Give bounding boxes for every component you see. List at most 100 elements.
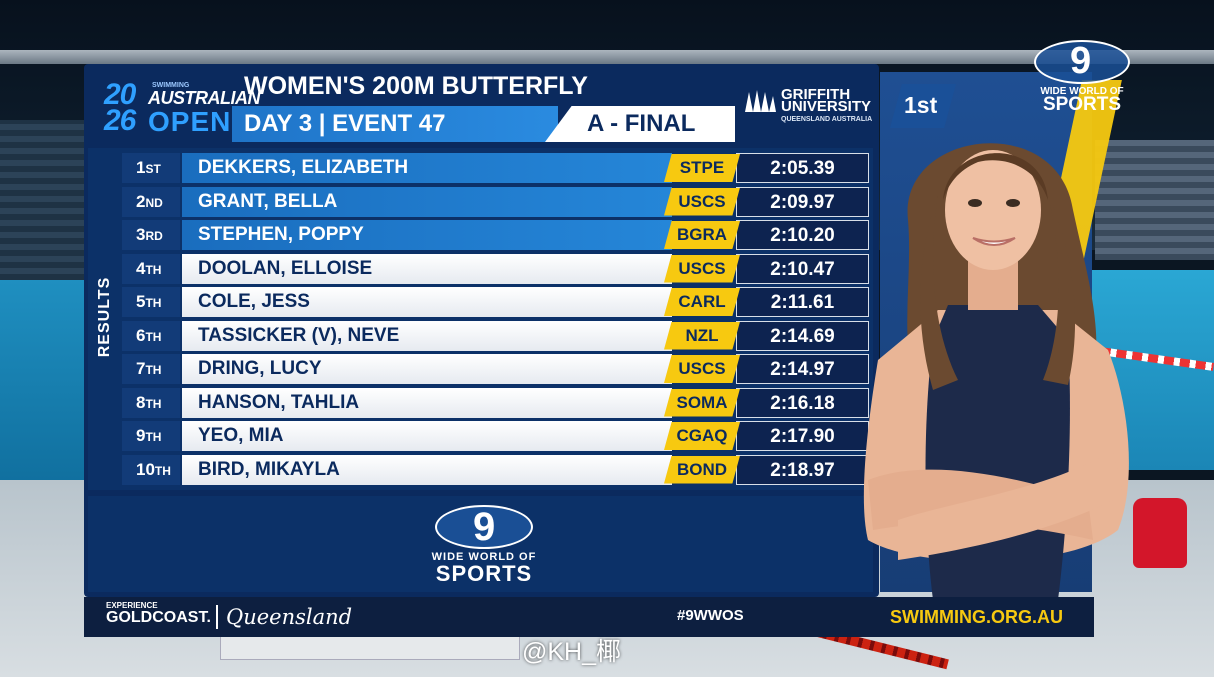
goldcoast-logo: GOLDCOAST. [106, 609, 211, 626]
swimmer-name: DRING, LUCY [182, 354, 672, 384]
result-row: 7TH DRING, LUCY 2:14.97 USCS [122, 354, 869, 384]
australian-open-logo: 20 26 SWIMMING AUSTRALIAN OPEN [92, 70, 261, 144]
position-number: 4 [136, 258, 146, 278]
race-time: 2:11.61 [736, 287, 869, 317]
race-time: 2:17.90 [736, 421, 869, 451]
position-number: 6 [136, 325, 146, 345]
result-row: 9TH YEO, MIA 2:17.90 CGAQ [122, 421, 869, 451]
event-title-bar: WOMEN'S 200M BUTTERFLY [232, 68, 732, 106]
sponsor-line2: UNIVERSITY [781, 98, 872, 115]
result-position: 4TH [122, 253, 180, 284]
position-suffix: TH [145, 262, 162, 277]
club-code: SOMA [664, 388, 740, 417]
result-row: 8TH HANSON, TAHLIA 2:16.18 SOMA [122, 387, 869, 418]
race-time: 2:10.47 [736, 253, 869, 284]
position-suffix: TH [145, 296, 162, 310]
race-time: 2:14.69 [736, 320, 869, 351]
result-position: 6TH [122, 320, 180, 351]
position-suffix: ND [145, 195, 163, 210]
result-row: 3RD STEPHEN, POPPY 2:10.20 BGRA [122, 220, 869, 250]
queensland-logo: Queensland [226, 605, 353, 629]
result-position: 7TH [122, 354, 180, 384]
nine-numeral: 9 [473, 505, 496, 549]
nine-globe-icon: 9 [435, 505, 533, 549]
results-side-label: RESULTS [92, 148, 118, 486]
swimmer-name: TASSICKER (V), NEVE [182, 320, 672, 351]
swimmer-name: YEO, MIA [182, 421, 672, 451]
logo-small-text: SWIMMING [152, 82, 190, 89]
club-code: CARL [664, 288, 740, 316]
race-time: 2:14.97 [736, 354, 869, 384]
logo-year-bottom: 26 [104, 104, 136, 137]
club-code: NZL [664, 321, 740, 350]
hashtag: #9WWOS [677, 607, 744, 624]
final-label-box: A - FINAL [545, 106, 735, 142]
corner-wwos-line1: WIDE WORLD OF [1040, 86, 1124, 97]
griffith-emblem-icon [745, 90, 776, 112]
final-label: A - FINAL [587, 110, 696, 137]
wwos-logo: 9 WIDE WORLD OF SPORTS [425, 505, 543, 586]
sponsor-line1: GRIFFITH [781, 86, 851, 103]
sponsor-line3: QUEENSLAND AUSTRALIA [781, 116, 873, 123]
footer-bar: EXPERIENCE GOLDCOAST. Queensland #9WWOS … [84, 597, 1094, 637]
club-code: BGRA [664, 221, 740, 249]
wwos-line1: WIDE WORLD OF [431, 551, 537, 563]
stands-left [0, 120, 90, 280]
result-row: 6TH TASSICKER (V), NEVE 2:14.69 NZL [122, 320, 869, 351]
corner-wwos-line2: SPORTS [1042, 94, 1122, 115]
results-label-text: RESULTS [96, 276, 114, 358]
position-suffix: TH [154, 463, 171, 478]
position-suffix: ST [145, 162, 161, 176]
day-event: DAY 3 | EVENT 47 [244, 110, 446, 137]
swimmer-name: HANSON, TAHLIA [182, 387, 672, 418]
athlete-portrait [863, 143, 1129, 600]
event-title: WOMEN'S 200M BUTTERFLY [244, 72, 588, 100]
result-position: 2ND [122, 186, 180, 217]
position-suffix: TH [145, 329, 162, 344]
position-suffix: TH [145, 363, 162, 377]
swimmer-name: GRANT, BELLA [182, 186, 672, 217]
race-time: 2:18.97 [736, 454, 869, 485]
position-suffix: TH [145, 430, 162, 444]
result-position: 3RD [122, 220, 180, 250]
result-position: 9TH [122, 421, 180, 451]
club-code: CGAQ [664, 422, 740, 450]
position-number: 1 [136, 158, 146, 177]
first-place-text: 1st [904, 92, 938, 118]
position-number: 8 [136, 392, 146, 412]
race-time: 2:09.97 [736, 186, 869, 217]
club-code: USCS [664, 254, 740, 283]
position-number: 5 [136, 292, 146, 311]
wwos-line2: SPORTS [435, 561, 533, 586]
race-time: 2:05.39 [736, 153, 869, 183]
position-number: 7 [136, 359, 146, 378]
website: SWIMMING.ORG.AU [890, 607, 1063, 627]
club-code: USCS [664, 187, 740, 216]
race-time: 2:10.20 [736, 220, 869, 250]
stands-right [1095, 140, 1214, 260]
logo-line2: OPEN [148, 106, 232, 137]
result-position: 8TH [122, 387, 180, 418]
position-number: 10 [136, 459, 155, 479]
swimmer-name: DOOLAN, ELLOISE [182, 253, 672, 284]
swimmer-name: STEPHEN, POPPY [182, 220, 672, 250]
logo-year-top: 20 [104, 78, 136, 111]
experience-label: EXPERIENCE [106, 601, 158, 610]
griffith-university-logo: GRIFFITH UNIVERSITY QUEENSLAND AUSTRALIA [735, 68, 875, 142]
red-marker [1133, 498, 1187, 568]
position-number: 2 [136, 191, 146, 211]
result-position: 1ST [122, 153, 180, 183]
club-code: USCS [664, 355, 740, 383]
club-code: STPE [664, 154, 740, 182]
result-row: 5TH COLE, JESS 2:11.61 CARL [122, 287, 869, 317]
corner-nine-globe-icon: 9 [1034, 40, 1130, 84]
first-place-badge: 1st [890, 84, 956, 128]
result-position: 5TH [122, 287, 180, 317]
pool-left [0, 280, 90, 500]
roof-beam [0, 50, 1214, 64]
position-suffix: TH [145, 396, 162, 411]
weibo-watermark: @KH_椰 [522, 638, 622, 666]
club-code: BOND [664, 455, 740, 484]
swimmer-name: DEKKERS, ELIZABETH [182, 153, 672, 183]
swimmer-name: BIRD, MIKAYLA [182, 454, 672, 485]
